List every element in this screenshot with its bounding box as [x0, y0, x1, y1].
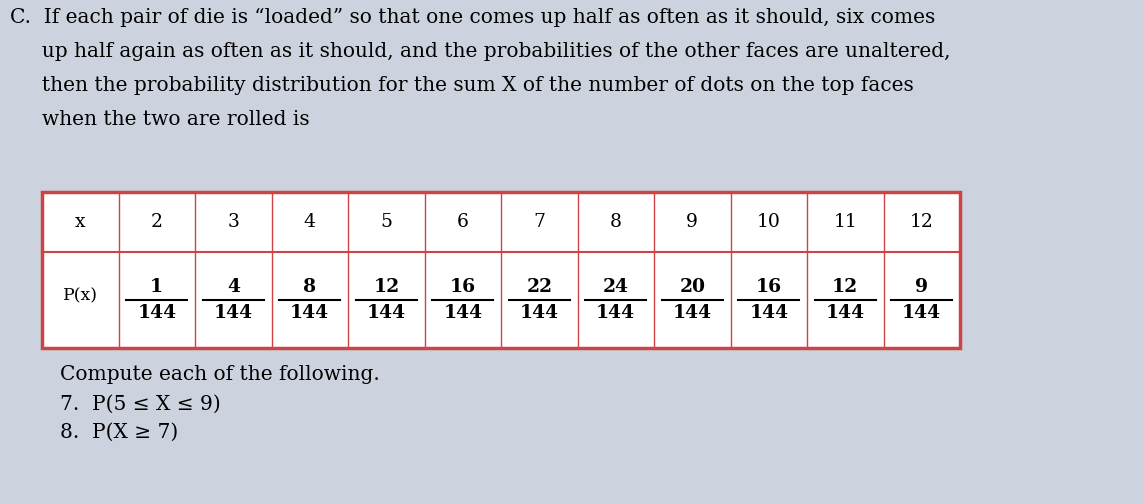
Text: 10: 10 — [757, 213, 780, 231]
Text: 12: 12 — [909, 213, 934, 231]
Text: 144: 144 — [826, 304, 865, 322]
Text: up half again as often as it should, and the probabilities of the other faces ar: up half again as often as it should, and… — [10, 42, 951, 61]
Text: 8.  P(X ≥ 7): 8. P(X ≥ 7) — [59, 423, 178, 442]
Text: 9: 9 — [915, 278, 928, 296]
Text: 22: 22 — [526, 278, 553, 296]
Text: 144: 144 — [367, 304, 406, 322]
Text: 144: 144 — [291, 304, 329, 322]
Text: C.  If each pair of die is “loaded” so that one comes up half as often as it sho: C. If each pair of die is “loaded” so th… — [10, 8, 936, 27]
Text: P(x): P(x) — [63, 287, 97, 304]
Text: 2: 2 — [151, 213, 162, 231]
Bar — [42, 192, 960, 348]
Text: 8: 8 — [303, 278, 316, 296]
Text: 144: 144 — [596, 304, 635, 322]
Text: 4: 4 — [227, 278, 240, 296]
Text: 7: 7 — [533, 213, 546, 231]
Text: x: x — [76, 213, 86, 231]
Text: 7.  P(5 ≤ X ≤ 9): 7. P(5 ≤ X ≤ 9) — [59, 395, 221, 414]
Text: 11: 11 — [833, 213, 857, 231]
Text: 5: 5 — [380, 213, 392, 231]
Text: 20: 20 — [680, 278, 705, 296]
Text: 3: 3 — [228, 213, 239, 231]
Text: then the probability distribution for the sum X of the number of dots on the top: then the probability distribution for th… — [10, 76, 914, 95]
Text: 144: 144 — [903, 304, 942, 322]
Text: 9: 9 — [686, 213, 698, 231]
Text: 144: 144 — [214, 304, 253, 322]
Text: 144: 144 — [749, 304, 788, 322]
Text: 12: 12 — [832, 278, 858, 296]
Text: 6: 6 — [456, 213, 469, 231]
Text: 12: 12 — [373, 278, 399, 296]
Text: 8: 8 — [610, 213, 621, 231]
Text: 24: 24 — [603, 278, 629, 296]
Text: 1: 1 — [150, 278, 164, 296]
Text: Compute each of the following.: Compute each of the following. — [59, 365, 380, 384]
Text: 16: 16 — [756, 278, 781, 296]
Text: 144: 144 — [673, 304, 712, 322]
Text: 144: 144 — [137, 304, 176, 322]
Text: 144: 144 — [443, 304, 483, 322]
Text: when the two are rolled is: when the two are rolled is — [10, 110, 310, 129]
Text: 144: 144 — [519, 304, 558, 322]
Text: 4: 4 — [304, 213, 316, 231]
Text: 16: 16 — [450, 278, 476, 296]
